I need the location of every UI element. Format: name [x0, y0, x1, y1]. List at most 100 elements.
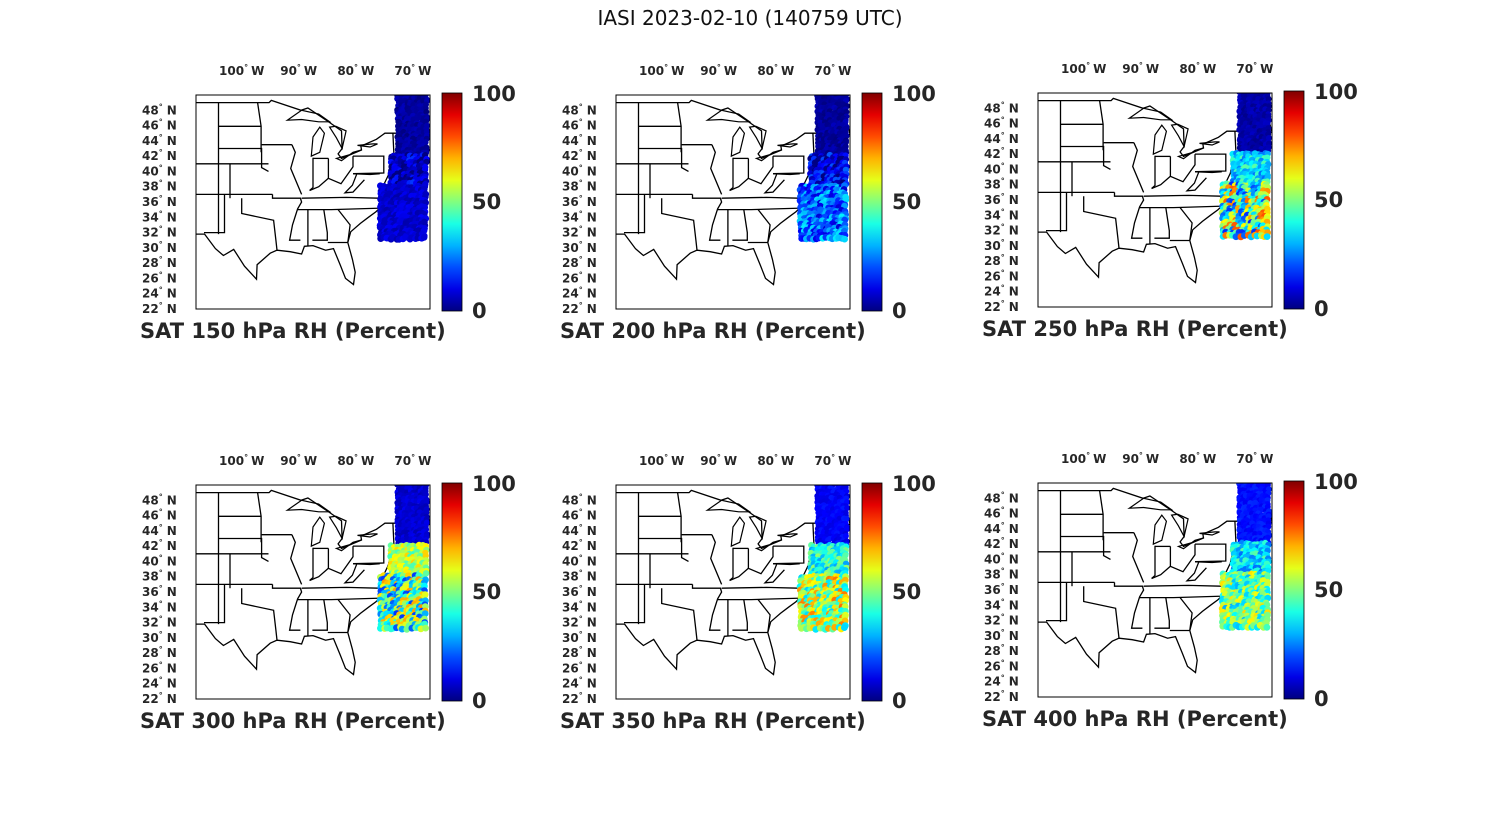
lake-outline — [748, 515, 767, 541]
lake-outline — [754, 149, 782, 162]
lake-outline — [1170, 123, 1189, 149]
state-border — [1154, 597, 1170, 629]
lon-tick-label: 100° W — [639, 63, 684, 78]
map-geography — [196, 99, 430, 286]
lake-outline — [1127, 497, 1174, 511]
lat-tick-label: 40° N — [984, 161, 1019, 176]
lat-tick-label: 34° N — [142, 209, 177, 224]
lat-tick-label: 38° N — [984, 567, 1019, 582]
colorbar-tick-label: 50 — [472, 190, 501, 214]
data-point — [844, 526, 850, 533]
lake-outline — [705, 109, 752, 123]
lat-tick-label: 34° N — [984, 597, 1019, 612]
lat-tick-label: 30° N — [984, 628, 1019, 643]
state-border — [1060, 535, 1111, 560]
lat-tick-label: 24° N — [142, 286, 177, 301]
lat-tick-label: 28° N — [984, 643, 1019, 658]
lon-tick-label: 70° W — [814, 63, 851, 78]
state-border — [241, 588, 278, 641]
state-border — [352, 545, 385, 565]
lat-tick-label: 38° N — [142, 569, 177, 584]
lat-tick-label: 26° N — [562, 270, 597, 285]
colorbar-tick-label: 50 — [892, 580, 921, 604]
lat-tick-label: 34° N — [142, 599, 177, 614]
state-border — [343, 173, 365, 194]
lat-tick-label: 48° N — [562, 102, 597, 117]
lon-tick-label: 90° W — [1122, 451, 1159, 466]
lon-tick-label: 70° W — [814, 453, 851, 468]
lat-tick-label: 24° N — [984, 674, 1019, 689]
map-panel-150hpa: 100° W 90° W 80° W 70° W 48° N 46° N 44° N 42° N 40° N 38°… — [140, 63, 560, 385]
state-border — [772, 155, 805, 175]
lat-tick-label: 26° N — [142, 270, 177, 285]
lake-outline — [328, 515, 347, 541]
state-border — [309, 177, 329, 192]
panel-caption: SAT 200 hPa RH (Percent) — [560, 319, 866, 343]
state-border — [1083, 196, 1120, 249]
data-point — [1232, 564, 1239, 571]
lat-tick-label: 42° N — [562, 148, 597, 163]
map-svg: 100° W 90° W 80° W 70° W 48° N46° N44° N42° N40° N38°… — [984, 451, 1358, 711]
state-border — [1169, 207, 1193, 242]
colorbar-tick-label: 0 — [892, 689, 907, 713]
lon-tick-label: 70° W — [394, 63, 431, 78]
colorbar-tick-label: 0 — [472, 299, 487, 323]
state-border — [747, 209, 771, 244]
state-border — [218, 147, 269, 172]
lat-tick-label: 24° N — [142, 676, 177, 691]
lat-tick-label: 28° N — [142, 645, 177, 660]
colorbar-tick-label: 50 — [472, 580, 501, 604]
lat-tick-label: 34° N — [562, 599, 597, 614]
state-border — [732, 599, 748, 631]
colorbar-tick-label: 50 — [892, 190, 921, 214]
data-point — [1265, 96, 1272, 102]
lat-tick-label: 46° N — [142, 118, 177, 133]
data-point — [844, 505, 850, 511]
state-border — [327, 209, 351, 244]
swath-points — [796, 485, 850, 633]
state-border — [297, 597, 382, 601]
state-border — [271, 194, 303, 241]
state-border — [1169, 597, 1193, 632]
colorbar-tick-label: 100 — [472, 472, 516, 496]
state-border — [1046, 582, 1068, 622]
lat-tick-label: 40° N — [984, 551, 1019, 566]
lat-tick-label: 26° N — [984, 658, 1019, 673]
lat-tick-label: 30° N — [142, 240, 177, 255]
colorbar — [441, 482, 463, 702]
state-border — [732, 209, 748, 241]
lake-outline — [777, 533, 798, 538]
lon-tick-label: 70° W — [1236, 61, 1273, 76]
map-panel-200hpa: 100° W 90° W 80° W 70° W 48° N 46° N 44° N 42° N 40° N 38°… — [560, 63, 980, 385]
lat-tick-label: 48° N — [984, 490, 1019, 505]
lon-tick-label: 90° W — [280, 63, 317, 78]
lat-tick-label: 42° N — [984, 536, 1019, 551]
lat-tick-label: 28° N — [984, 253, 1019, 268]
lat-tick-label: 28° N — [142, 255, 177, 270]
lat-tick-label: 46° N — [142, 508, 177, 523]
lake-outline — [357, 533, 378, 538]
state-border — [352, 173, 380, 176]
colorbar-tick-label: 100 — [892, 472, 936, 496]
lat-tick-label: 42° N — [142, 148, 177, 163]
lake-outline — [1199, 141, 1220, 146]
swath-points — [796, 95, 850, 243]
lat-tick-label: 22° N — [562, 691, 597, 706]
lat-tick-label: 48° N — [562, 492, 597, 507]
colorbar-tick-label: 0 — [472, 689, 487, 713]
lon-tick-label: 80° W — [757, 453, 794, 468]
lake-outline — [1176, 537, 1204, 550]
state-border — [691, 194, 723, 241]
lat-tick-label: 32° N — [142, 225, 177, 240]
state-border — [710, 534, 723, 585]
colorbar-tick-label: 0 — [1314, 687, 1329, 711]
lat-tick-label: 44° N — [142, 523, 177, 538]
lake-outline — [334, 539, 362, 552]
data-point — [1263, 623, 1271, 631]
lat-tick-label: 38° N — [142, 179, 177, 194]
lat-tick-label: 30° N — [562, 630, 597, 645]
state-border — [729, 177, 749, 192]
map-frame — [195, 484, 431, 700]
lake-outline — [1170, 513, 1189, 539]
map-svg: 100° W 90° W 80° W 70° W 48° N46° N44° N42° N40° N38°… — [562, 63, 936, 323]
